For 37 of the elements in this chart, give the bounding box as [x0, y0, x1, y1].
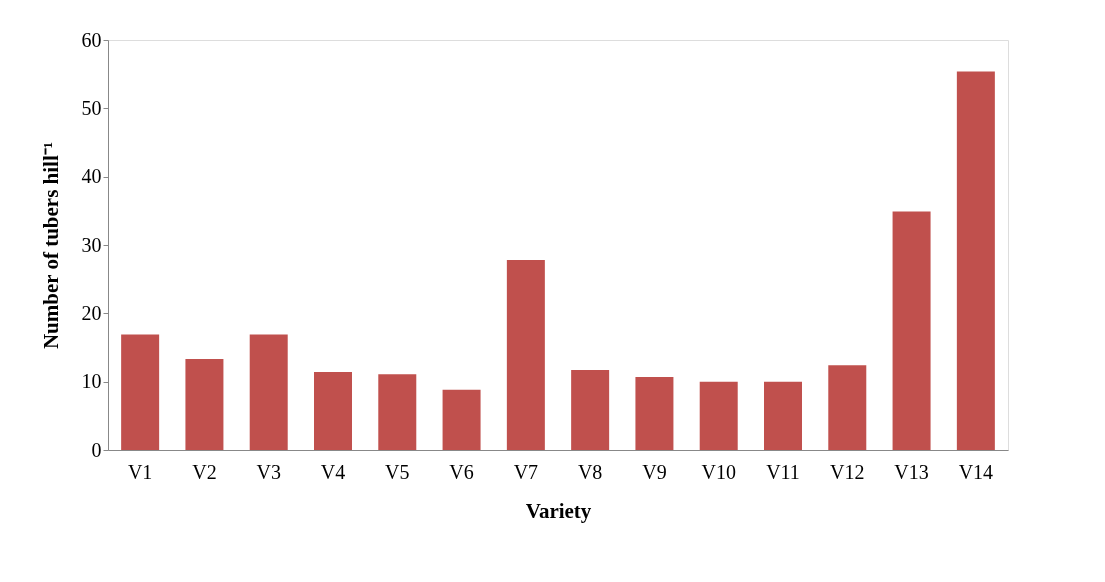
- x-tick-label: V12: [830, 460, 865, 483]
- x-tick-label: V1: [127, 460, 153, 483]
- x-tick-label: V13: [894, 460, 929, 483]
- x-tick-label: V6: [449, 460, 474, 483]
- bar: [442, 389, 481, 450]
- bar: [314, 372, 352, 450]
- y-tick-label: 50: [81, 96, 102, 119]
- y-tick-label: 20: [81, 301, 102, 324]
- bar: [185, 359, 224, 450]
- bar: [121, 334, 160, 450]
- x-tick-label: V9: [642, 460, 667, 483]
- x-tick-label: V5: [385, 460, 410, 483]
- x-tick-label: V3: [256, 460, 281, 483]
- y-tick-label: 0: [91, 438, 102, 461]
- bar: [764, 381, 802, 450]
- bar: [699, 381, 738, 450]
- x-tick-label: V2: [192, 460, 217, 483]
- x-tick-label: V10: [701, 460, 736, 483]
- x-tick-label: V8: [577, 460, 603, 483]
- bar: [892, 211, 931, 450]
- bar: [506, 260, 545, 450]
- bar: [828, 365, 867, 450]
- x-axis-title: Variety: [525, 498, 592, 523]
- x-tick-label: V14: [958, 460, 994, 483]
- bar: [378, 374, 417, 450]
- bar: [635, 376, 674, 450]
- bar: [249, 334, 288, 450]
- bar: [571, 370, 610, 450]
- y-tick-label: 30: [81, 233, 102, 256]
- bar: [956, 71, 995, 450]
- x-tick-label: V11: [766, 460, 800, 483]
- y-axis-title: Number of tubers hill⁻¹: [38, 141, 63, 350]
- y-tick-label: 10: [81, 370, 102, 393]
- x-tick-label: V7: [513, 460, 539, 483]
- y-tick-label: 60: [81, 28, 102, 51]
- y-tick-label: 40: [81, 165, 102, 188]
- x-tick-label: V4: [320, 460, 346, 483]
